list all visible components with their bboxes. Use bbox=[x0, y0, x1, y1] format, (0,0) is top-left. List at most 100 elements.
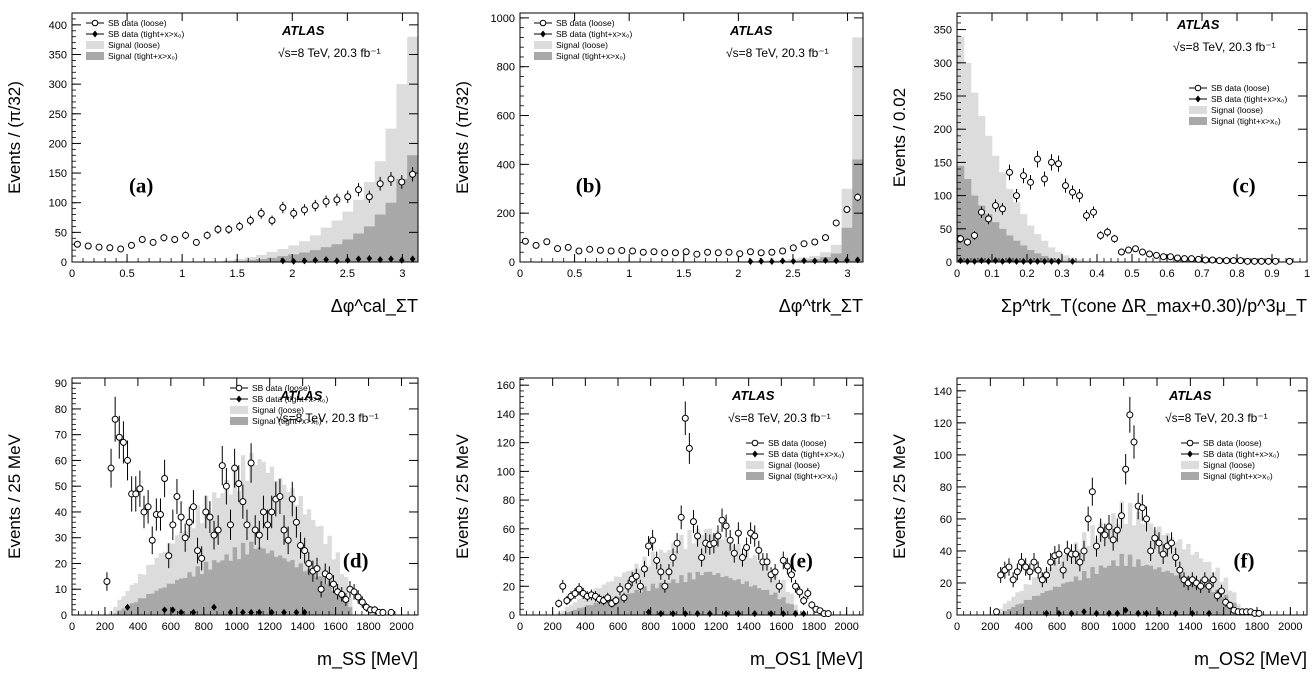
x-tick-label: 0 bbox=[69, 268, 75, 280]
sb-loose-point bbox=[306, 560, 312, 566]
signal-tight-bar bbox=[594, 603, 598, 615]
sb-loose-point bbox=[1014, 193, 1020, 199]
sb-loose-point bbox=[207, 514, 213, 520]
sb-loose-point bbox=[199, 555, 205, 561]
y-tick-label: 0 bbox=[61, 610, 67, 622]
atlas-label: ATLAS bbox=[1176, 17, 1220, 32]
sb-loose-point bbox=[776, 583, 782, 589]
signal-tight-bar bbox=[183, 578, 187, 615]
sb-loose-point bbox=[715, 533, 721, 539]
sb-loose-point bbox=[281, 527, 287, 533]
legend-label: Signal (tight+x>x₀) bbox=[768, 471, 838, 481]
y-tick-label: 350 bbox=[934, 25, 952, 37]
legend-label: Signal (loose) bbox=[108, 40, 160, 50]
sb-loose-point bbox=[232, 465, 238, 471]
y-tick-label: 200 bbox=[934, 124, 952, 136]
signal-tight-bar bbox=[1170, 573, 1174, 615]
signal-tight-bar bbox=[720, 577, 724, 615]
signal-tight-bar bbox=[1082, 571, 1086, 615]
sb-loose-point bbox=[735, 530, 741, 536]
sb-loose-point bbox=[312, 203, 318, 209]
sb-loose-point bbox=[399, 179, 405, 185]
x-tick-label: 1200 bbox=[704, 621, 728, 633]
legend-open-marker bbox=[540, 20, 546, 26]
x-tick-label: 3 bbox=[399, 268, 405, 280]
sb-loose-point bbox=[705, 249, 711, 255]
x-tick-label: 1600 bbox=[323, 621, 347, 633]
signal-tight-bar bbox=[683, 582, 687, 615]
x-tick-label: 1000 bbox=[671, 621, 695, 633]
sb-loose-point bbox=[1112, 236, 1118, 242]
panel-label: (d) bbox=[343, 549, 369, 573]
legend-swatch bbox=[746, 461, 764, 469]
y-tick-label: 20 bbox=[503, 581, 515, 593]
signal-tight-bar bbox=[1128, 555, 1132, 615]
sb-loose-point bbox=[269, 509, 275, 515]
legend-swatch bbox=[1181, 461, 1199, 469]
sb-loose-point bbox=[641, 566, 647, 572]
signal-tight-bar bbox=[964, 179, 971, 262]
x-tick-label: 2000 bbox=[389, 621, 413, 633]
sb-loose-point bbox=[1160, 551, 1166, 557]
x-tick-label: 1800 bbox=[356, 621, 380, 633]
x-tick-label: 1000 bbox=[225, 621, 249, 633]
sb-loose-point bbox=[1044, 572, 1050, 578]
signal-tight-bar bbox=[208, 570, 212, 615]
legend-label: Signal (tight+x>x₀) bbox=[108, 51, 178, 61]
signal-tight-bar bbox=[573, 610, 577, 615]
sb-loose-point bbox=[1148, 548, 1154, 554]
x-tick-label: 2 bbox=[735, 268, 741, 280]
signal-tight-bar bbox=[1115, 566, 1119, 615]
sb-loose-point bbox=[366, 194, 372, 200]
sb-loose-point bbox=[533, 242, 539, 248]
y-tick-label: 0 bbox=[509, 610, 515, 622]
y-tick-label: 80 bbox=[503, 495, 515, 507]
y-tick-label: 250 bbox=[49, 109, 67, 121]
sb-loose-point bbox=[658, 569, 664, 575]
sb-loose-point bbox=[289, 496, 295, 502]
legend-label: SB data (loose) bbox=[108, 18, 167, 28]
sb-loose-point bbox=[1173, 554, 1179, 560]
sb-loose-point bbox=[190, 504, 196, 510]
signal-tight-bar bbox=[1040, 593, 1044, 615]
y-tick-label: 20 bbox=[55, 558, 67, 570]
sb-loose-point bbox=[1287, 258, 1293, 264]
sb-loose-point bbox=[993, 203, 999, 209]
sb-loose-point bbox=[1238, 258, 1244, 264]
sb-loose-point bbox=[805, 590, 811, 596]
sb-loose-point bbox=[1210, 257, 1216, 263]
signal-tight-bar bbox=[852, 159, 863, 262]
sb-loose-point bbox=[662, 583, 668, 589]
sb-loose-point bbox=[1182, 256, 1188, 262]
sb-loose-point bbox=[1035, 567, 1041, 573]
sb-loose-point bbox=[1106, 524, 1112, 530]
sb-loose-point bbox=[686, 445, 692, 451]
sb-loose-point bbox=[1007, 169, 1013, 175]
signal-tight-bar bbox=[971, 196, 978, 262]
sb-loose-point bbox=[330, 581, 336, 587]
legend-filled-marker bbox=[236, 396, 242, 403]
sb-loose-point bbox=[780, 248, 786, 254]
signal-tight-bar bbox=[655, 588, 659, 615]
sb-loose-point bbox=[339, 591, 345, 597]
signal-tight-bar bbox=[749, 587, 753, 615]
legend-label: Signal (loose) bbox=[1203, 460, 1255, 470]
signal-tight-bar bbox=[1107, 566, 1111, 615]
sb-loose-point bbox=[240, 499, 246, 505]
sb-loose-point bbox=[640, 249, 646, 255]
sb-tight-point bbox=[780, 258, 786, 265]
sb-loose-point bbox=[979, 209, 985, 215]
sb-loose-point bbox=[1105, 229, 1111, 235]
signal-tight-bar bbox=[1145, 565, 1149, 615]
sb-loose-point bbox=[1063, 183, 1069, 189]
signal-tight-bar bbox=[1157, 567, 1161, 615]
x-tick-label: 1.5 bbox=[676, 268, 691, 280]
signal-tight-bar bbox=[159, 588, 163, 615]
y-tick-label: 1000 bbox=[491, 13, 515, 25]
sb-loose-point bbox=[1245, 258, 1251, 264]
x-tick-label: 0 bbox=[954, 268, 960, 280]
sb-loose-point bbox=[178, 514, 184, 520]
signal-tight-bar bbox=[999, 229, 1006, 262]
